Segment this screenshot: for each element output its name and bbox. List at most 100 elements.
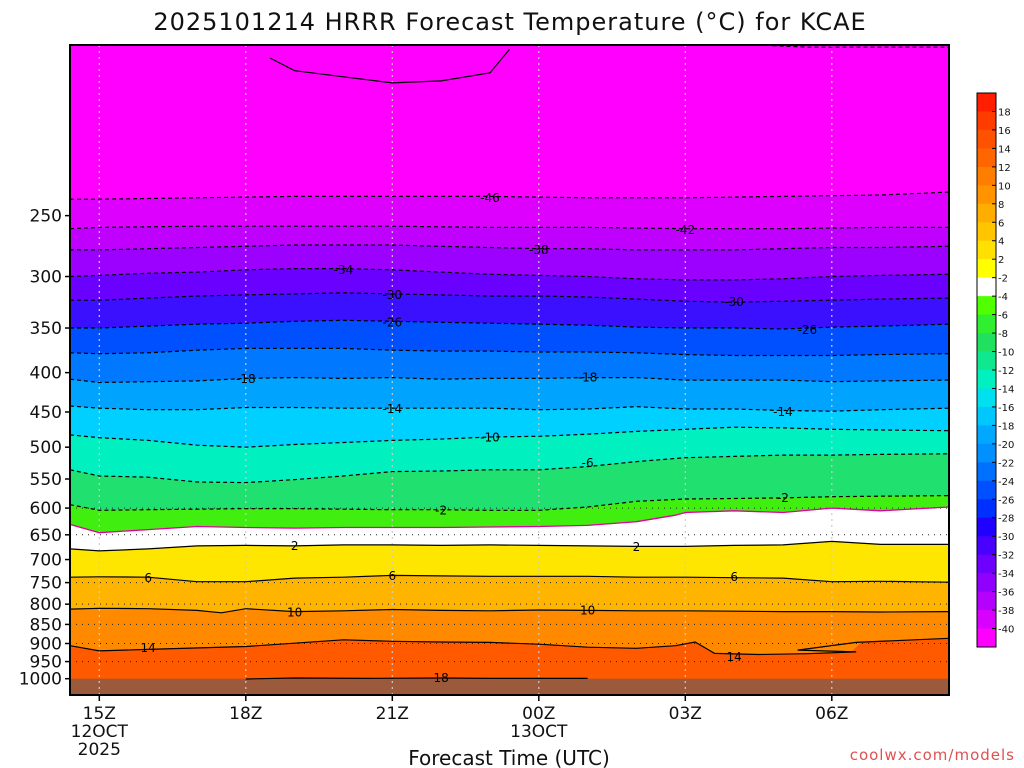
- y-tick-label: 550: [30, 470, 62, 490]
- contour-label: 14: [726, 650, 741, 664]
- colorbar-swatch: [977, 203, 996, 223]
- colorbar-label: 18: [998, 107, 1011, 118]
- contour--38: [70, 244, 949, 251]
- contour-label: -30: [382, 288, 402, 302]
- credit-text: coolwx.com/models: [850, 746, 1015, 764]
- colorbar-swatch: [977, 148, 996, 168]
- y-tick-label: 950: [30, 653, 62, 673]
- x-tick-label: 13OCT: [510, 722, 568, 742]
- colorbar-label: 2: [998, 255, 1004, 266]
- contour-label: 10: [580, 603, 595, 617]
- contour-label: -6: [582, 456, 594, 470]
- y-tick-label: 750: [30, 574, 62, 594]
- gridlines: [70, 45, 949, 695]
- colorbar-swatch: [977, 388, 996, 408]
- contour-10: [70, 607, 949, 614]
- x-tick-label: 15Z: [83, 704, 116, 724]
- y-tick-label: 800: [30, 595, 62, 615]
- contour--6: [70, 453, 949, 484]
- colorbar-swatch: [977, 462, 996, 482]
- y-tick-label: 600: [30, 499, 62, 519]
- contour-18: [245, 677, 588, 680]
- colorbar-swatch: [977, 259, 996, 279]
- contour--10: [70, 426, 949, 448]
- colorbar-swatch: [977, 93, 996, 112]
- colorbar-swatch: [977, 129, 996, 149]
- contour-label: 14: [140, 641, 155, 655]
- plot-frame: [69, 44, 950, 696]
- colorbar-label: -24: [998, 477, 1014, 488]
- x-axis-label: Forecast Time (UTC): [408, 746, 610, 768]
- contour-2: [70, 540, 949, 552]
- contour--34: [70, 268, 949, 281]
- x-tick-label: 00Z: [522, 704, 555, 724]
- colorbar-swatch: [977, 111, 996, 131]
- colorbar-swatch: [977, 166, 996, 186]
- colorbar-label: -36: [998, 588, 1014, 599]
- colorbar-label: 16: [998, 126, 1011, 137]
- contour-label: 6: [730, 570, 738, 584]
- contour-label: -38: [529, 243, 549, 257]
- y-axis-ticks: 2503003504004505005506006507007508008509…: [19, 207, 70, 690]
- contour--2: [70, 495, 949, 511]
- y-tick-label: 650: [30, 526, 62, 546]
- contour--22: [70, 347, 949, 357]
- colorbar-label: -34: [998, 569, 1014, 580]
- colorbar-swatch: [977, 480, 996, 500]
- x-tick-label: 21Z: [376, 704, 409, 724]
- colorbar-swatch: [977, 406, 996, 426]
- x-tick-label: 03Z: [669, 704, 702, 724]
- colorbar-swatch: [977, 296, 996, 315]
- colorbar-label: -14: [998, 384, 1014, 395]
- colorbar-swatch: [977, 517, 996, 537]
- contour-label: -30: [724, 295, 744, 309]
- colorbar-swatch: [977, 499, 996, 519]
- contour-label: 10: [287, 605, 302, 619]
- colorbar-label: -18: [998, 421, 1014, 432]
- x-tick-label: 2025: [78, 740, 121, 760]
- colorbar-swatch: [977, 554, 996, 574]
- y-tick-label: 300: [30, 268, 62, 288]
- contour-label: -10: [480, 431, 500, 445]
- contour-label: -2: [777, 491, 789, 505]
- colorbar-label: -2: [998, 274, 1008, 285]
- colorbar-swatch: [977, 573, 996, 592]
- contour--50: [269, 49, 510, 84]
- colorbar-swatch: [977, 628, 996, 648]
- colorbar-label: -20: [998, 440, 1014, 451]
- colorbar-swatch: [977, 240, 996, 260]
- colorbar-label: 14: [998, 144, 1011, 155]
- contour-label: 6: [144, 571, 152, 585]
- y-tick-label: 350: [30, 319, 62, 339]
- x-tick-label: 06Z: [815, 704, 848, 724]
- contour-label: -26: [382, 315, 402, 329]
- contour-14: [70, 637, 949, 656]
- y-tick-label: 700: [30, 551, 62, 571]
- colorbar-label: 12: [998, 163, 1011, 174]
- colorbar-swatch: [977, 222, 996, 242]
- colorbar-label: -10: [998, 348, 1014, 359]
- colorbar-swatch: [977, 351, 996, 371]
- contour-0: [70, 506, 949, 534]
- contour-label: 6: [388, 569, 396, 583]
- contour--26: [70, 319, 949, 330]
- contour-label: -14: [773, 405, 793, 419]
- contour-label: -26: [798, 323, 818, 337]
- colorbar-label: -32: [998, 551, 1014, 562]
- x-tick-label: 18Z: [229, 704, 262, 724]
- contour--50: [758, 45, 949, 48]
- contour--42: [70, 225, 949, 230]
- contour--30: [70, 292, 949, 303]
- contour--18: [70, 376, 949, 384]
- colorbar-label: -12: [998, 366, 1014, 377]
- contour-label: -46: [480, 191, 500, 205]
- colorbar-swatch: [977, 333, 996, 352]
- contour-6: [70, 574, 949, 583]
- contour-label: -42: [675, 223, 695, 237]
- surface-fill: [70, 678, 949, 695]
- colorbar-label: -22: [998, 458, 1014, 469]
- y-tick-label: 400: [30, 364, 62, 384]
- contour-label: 18: [433, 671, 448, 685]
